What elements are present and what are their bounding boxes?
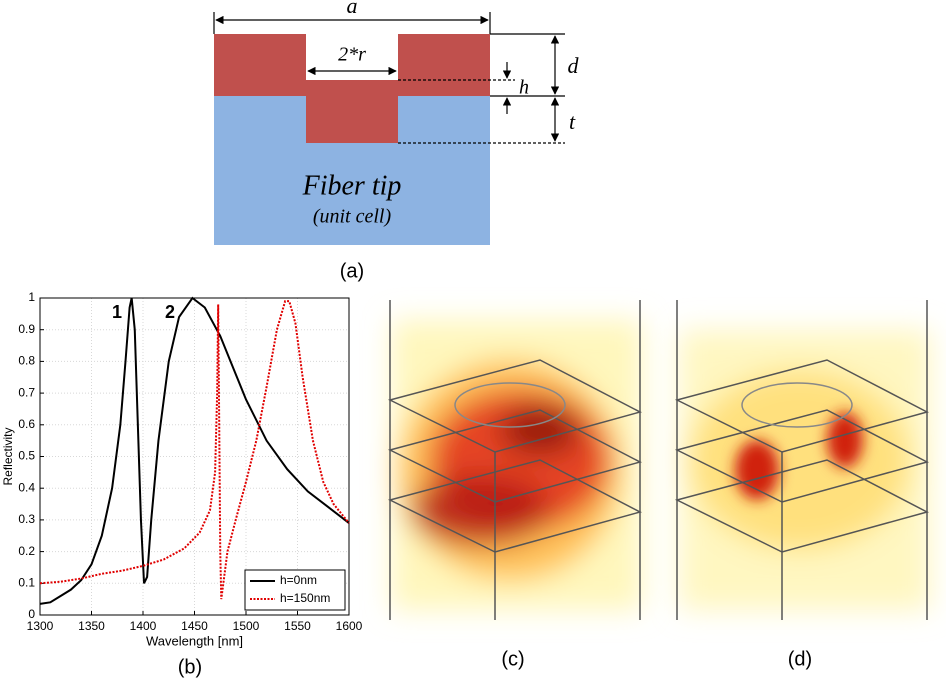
x-tick-label: 1500 (233, 619, 260, 633)
y-tick-label: 0 (28, 607, 35, 621)
legend-label: h=0nm (280, 573, 317, 587)
label-a: a (347, 0, 358, 18)
y-tick-label: 0.2 (18, 544, 35, 558)
y-tick-label: 0.6 (18, 417, 35, 431)
line (39, 296, 350, 605)
x-axis-label: Wavelength [nm] (146, 633, 243, 648)
y-tick-label: 0.4 (18, 480, 35, 494)
x-tick-label: 1350 (78, 619, 105, 633)
diagram-subtitle: (unit cell) (313, 206, 392, 228)
plot-frame (39, 297, 350, 616)
label-t: t (569, 109, 576, 134)
layer-left (214, 34, 306, 96)
label-d: d (568, 53, 580, 78)
caption: (d) (788, 648, 812, 670)
unit-cell-diagram: a 2*r h d t Fiber tip (unit cell) (a) (213, 0, 580, 282)
field-plot-d: (d) (674, 300, 930, 670)
layer-right (398, 34, 490, 96)
caption: (a) (340, 260, 364, 282)
x-tick-label: 1450 (181, 619, 208, 633)
y-tick-label: 1 (28, 290, 35, 304)
plot-area (40, 298, 349, 615)
hole-fill (306, 80, 398, 143)
y-axis-label: Reflectivity (1, 427, 15, 485)
annotation: 1 (112, 302, 122, 322)
y-tick-label: 0.3 (18, 512, 35, 526)
x-tick-label: 1300 (27, 619, 54, 633)
line (39, 300, 350, 600)
y-tick-label: 0.9 (18, 322, 35, 336)
caption: (c) (501, 648, 524, 670)
x-tick-label: 1550 (284, 619, 311, 633)
legend-box (244, 569, 346, 611)
y-tick-label: 0.7 (18, 385, 35, 399)
label-r: 2*r (338, 44, 366, 66)
caption: (b) (178, 656, 202, 678)
annotation: 2 (165, 302, 175, 322)
y-tick-label: 0.5 (18, 449, 35, 463)
y-tick-label: 0.1 (18, 575, 35, 589)
legend-label: h=150nm (280, 591, 330, 605)
line-chart: 0 0.1 0.2 0.3 0.4 0.5 0.6 0.7 0.8 0.9 1 1300 1350 140… (1, 290, 362, 678)
label-h: h (519, 77, 529, 99)
diagram-title: Fiber tip (302, 170, 402, 201)
y-tick-label: 0.8 (18, 354, 35, 368)
dimension-lines (213, 12, 565, 144)
x-tick-label: 1600 (336, 619, 363, 633)
x-tick-label: 1400 (130, 619, 157, 633)
field-plot-c: (c) (387, 300, 643, 670)
